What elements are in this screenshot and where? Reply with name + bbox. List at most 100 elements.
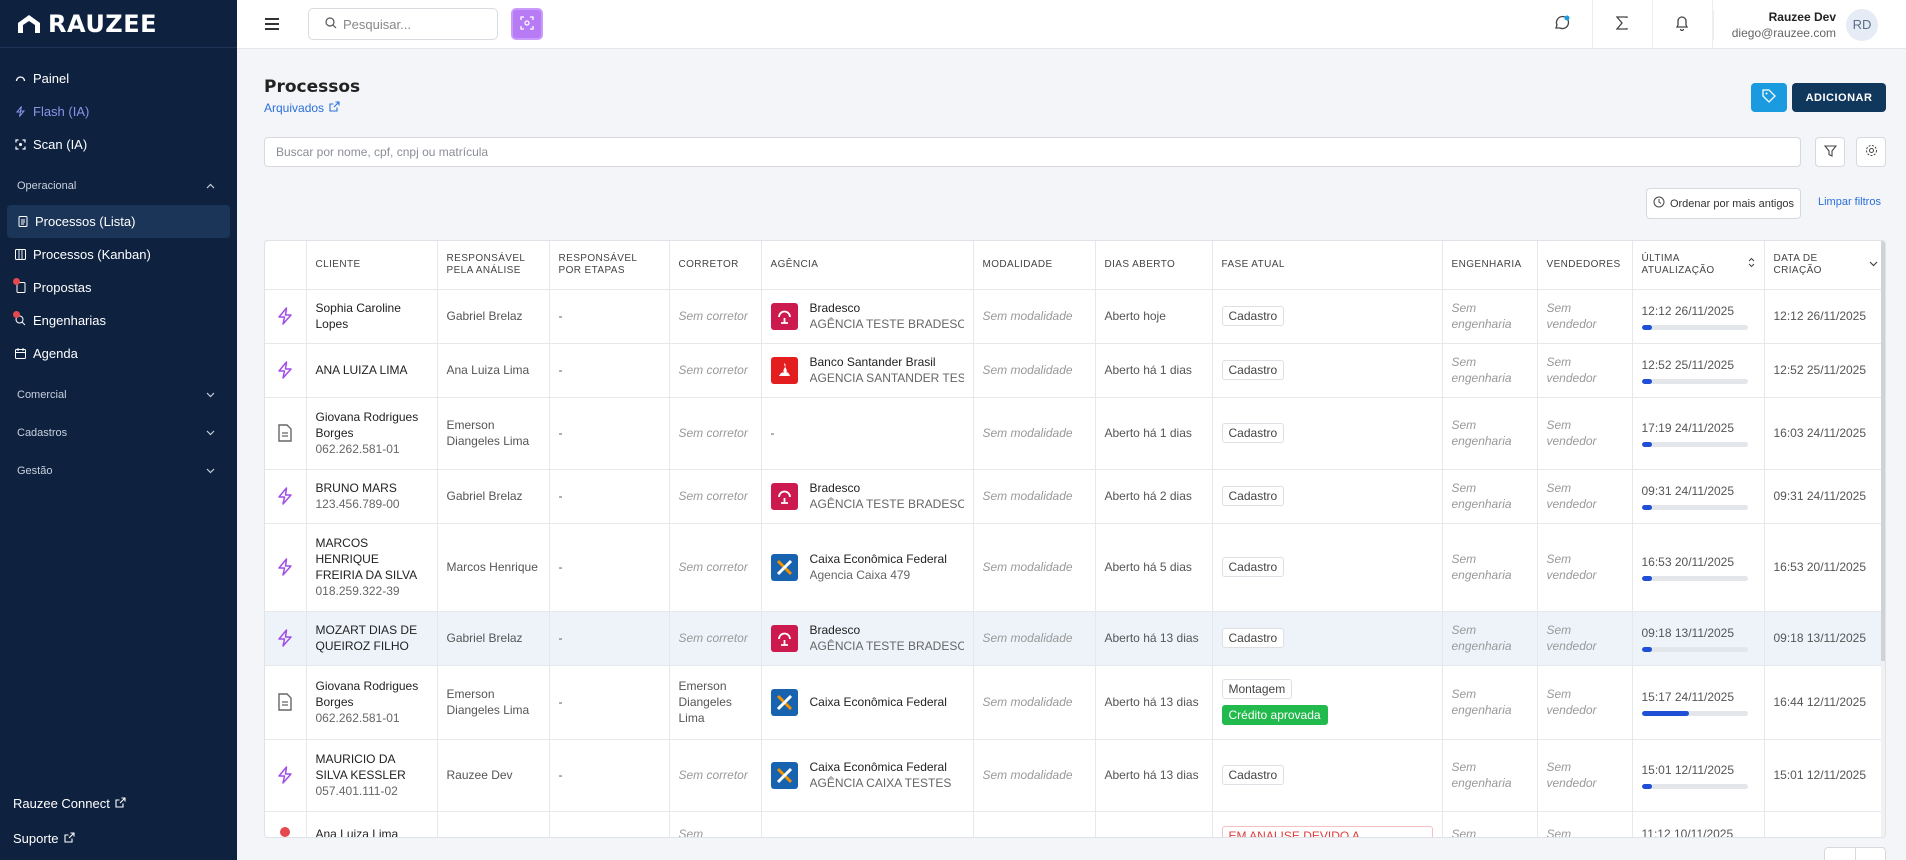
table-scrollbar[interactable] — [1881, 241, 1885, 837]
type-cell[interactable] — [265, 523, 307, 612]
criacao-cell: 16:53 20/11/2025 — [1764, 523, 1885, 612]
vendedor: Sem vendedor — [1546, 552, 1597, 582]
engenharia: Sem engenharia — [1451, 623, 1512, 653]
col-vendedores[interactable]: VENDEDORES — [1537, 241, 1633, 290]
client-cell[interactable]: MAURICIO DA SILVA KESSLER 057.401.111-02 — [306, 739, 438, 812]
col-corretor[interactable]: CORRETOR — [669, 241, 762, 290]
table-row[interactable]: Giovana Rodrigues Borges 062.262.581-01 Em… — [265, 397, 1885, 470]
sidebar-item-engenharias[interactable]: Engenharias — [0, 304, 237, 337]
table-row[interactable]: BRUNO MARS 123.456.789-00 Gabriel Brelaz - S… — [265, 469, 1885, 524]
filter-button[interactable] — [1815, 137, 1845, 167]
process-search-input[interactable]: Buscar por nome, cpf, cnpj ou matrícula — [264, 137, 1801, 167]
client-name: MOZART DIAS DE QUEIROZ FILHO — [315, 623, 418, 653]
modalidade-cell: Sem modalidade — [973, 739, 1096, 812]
client-cell[interactable]: MARCOS HENRIQUE FREIRIA DA SILVA 018.259.… — [306, 523, 438, 612]
suporte-link[interactable]: Suporte — [0, 821, 237, 856]
topbar: Pesquisar... Rauzee Dev diego@rauzee.com… — [237, 0, 1906, 49]
client-cell[interactable]: Giovana Rodrigues Borges 062.262.581-01 — [306, 397, 438, 470]
table-row[interactable]: Giovana Rodrigues Borges 062.262.581-01 Em… — [265, 665, 1885, 740]
col-criacao[interactable]: DATA DE CRIAÇÃO — [1764, 241, 1885, 290]
client-cell[interactable]: Sophia Caroline Lopes — [306, 289, 438, 344]
sidebar-item-processos-lista[interactable]: Processos (Lista) — [7, 205, 230, 238]
chat-button[interactable] — [1533, 0, 1593, 49]
type-cell[interactable] — [265, 665, 307, 740]
client-cell[interactable]: BRUNO MARS 123.456.789-00 — [306, 469, 438, 524]
brand-name: RAUZEE — [48, 9, 157, 38]
client-cell[interactable]: ANA LUIZA LIMA — [306, 343, 438, 398]
section-gestao[interactable]: Gestão — [0, 452, 237, 490]
col-fase[interactable]: FASE ATUAL — [1212, 241, 1443, 290]
col-cliente[interactable]: CLIENTE — [306, 241, 438, 290]
table-row[interactable]: Sophia Caroline Lopes Gabriel Brelaz - Sem … — [265, 289, 1885, 344]
client-cell[interactable]: MOZART DIAS DE QUEIROZ FILHO — [306, 611, 438, 666]
col-engenharia[interactable]: ENGENHARIA — [1442, 241, 1538, 290]
sum-button[interactable] — [1593, 0, 1653, 49]
dias-cell: Aberto hoje — [1095, 289, 1213, 344]
type-cell[interactable] — [265, 811, 307, 837]
pagination[interactable] — [1824, 847, 1886, 860]
vendedor-cell: Sem vendedor — [1537, 611, 1633, 666]
modalidade-cell: Sem modalidade — [973, 523, 1096, 612]
sidebar-item-painel[interactable]: Painel — [0, 62, 237, 95]
avatar[interactable]: RD — [1846, 8, 1878, 41]
settings-button[interactable] — [1856, 137, 1886, 167]
archived-link[interactable]: Arquivados — [264, 101, 340, 115]
vendedor: Sem vendedor — [1546, 623, 1597, 653]
add-button[interactable]: ADICIONAR — [1792, 83, 1886, 112]
col-dias[interactable]: DIAS ABERTO — [1095, 241, 1213, 290]
resp-etapas-cell: - — [549, 469, 670, 524]
table-row[interactable]: Ana Luiza Lima Sem EM ANALISE DEVIDO A RES… — [265, 811, 1885, 838]
type-cell[interactable] — [265, 289, 307, 344]
resp-etapas: - — [558, 768, 563, 782]
brand-logo[interactable]: RAUZEE — [0, 0, 237, 48]
caixa-logo-icon — [770, 761, 798, 789]
col-resp-analise[interactable]: RESPONSÁVEL PELA ANÁLISE — [437, 241, 550, 290]
sidebar-item-flash[interactable]: Flash (IA) — [0, 95, 237, 128]
section-operacional[interactable]: Operacional — [0, 167, 237, 205]
section-cadastros[interactable]: Cadastros — [0, 414, 237, 452]
table-row[interactable]: MAURICIO DA SILVA KESSLER 057.401.111-02 R… — [265, 739, 1885, 812]
col-ultima[interactable]: ÚLTIMA ATUALIZAÇÃO — [1632, 241, 1765, 290]
agency-name: Agencia Caixa 479 — [809, 568, 911, 582]
corretor: Sem — [678, 826, 704, 838]
col-modalidade[interactable]: MODALIDADE — [973, 241, 1096, 290]
type-cell[interactable] — [265, 611, 307, 666]
notifications-button[interactable] — [1653, 0, 1713, 49]
sort-button[interactable]: Ordenar por mais antigos — [1646, 188, 1801, 219]
update-progress-bar — [1641, 710, 1748, 716]
sidebar-item-processos-kanban[interactable]: Processos (Kanban) — [0, 238, 237, 271]
section-comercial[interactable]: Comercial — [0, 376, 237, 414]
menu-toggle-button[interactable] — [265, 14, 285, 34]
corretor-cell: Sem corretor — [669, 289, 762, 344]
tags-button[interactable] — [1751, 83, 1787, 112]
client-cell[interactable]: Ana Luiza Lima — [306, 811, 438, 837]
col-agencia[interactable]: AGÊNCIA — [761, 241, 974, 290]
sidebar-item-propostas[interactable]: Propostas — [0, 271, 237, 304]
client-document: 018.259.322-39 — [315, 584, 400, 598]
dias-aberto: Aberto há 1 dias — [1104, 363, 1192, 377]
table-row[interactable]: MARCOS HENRIQUE FREIRIA DA SILVA 018.259.… — [265, 523, 1885, 612]
type-cell[interactable] — [265, 739, 307, 812]
clear-filters-link[interactable]: Limpar filtros — [1818, 196, 1881, 208]
bradesco-logo-icon — [770, 624, 798, 652]
phase-badge: Cadastro — [1221, 306, 1285, 326]
global-search-input[interactable]: Pesquisar... — [308, 8, 498, 40]
type-cell[interactable] — [265, 397, 307, 470]
rauzee-connect-link[interactable]: Rauzee Connect — [0, 786, 237, 821]
type-cell[interactable] — [265, 469, 307, 524]
external-link-icon — [63, 831, 75, 846]
client-cell[interactable]: Giovana Rodrigues Borges 062.262.581-01 — [306, 665, 438, 740]
sidebar-item-agenda[interactable]: Agenda — [0, 337, 237, 370]
type-cell[interactable] — [265, 343, 307, 398]
agency-cell: Banco Santander Brasil AGENCIA SANTANDER … — [761, 343, 974, 398]
process-table: CLIENTE RESPONSÁVEL PELA ANÁLISE RESPONS… — [264, 240, 1886, 838]
user-menu[interactable]: Rauzee Dev diego@rauzee.com RD — [1712, 8, 1906, 41]
ultima-cell: 12:12 26/11/2025 — [1632, 289, 1765, 344]
col-resp-etapas[interactable]: RESPONSÁVEL POR ETAPAS — [549, 241, 670, 290]
scan-button[interactable] — [511, 8, 543, 40]
table-row[interactable]: ANA LUIZA LIMA Ana Luiza Lima - Sem correto… — [265, 343, 1885, 398]
agency-cell: Bradesco AGÊNCIA TESTE BRADESCO — [761, 469, 974, 524]
table-row[interactable]: MOZART DIAS DE QUEIROZ FILHO Gabriel Brel… — [265, 611, 1885, 666]
update-progress-fill — [1641, 710, 1690, 716]
sidebar-item-scan[interactable]: Scan (IA) — [0, 128, 237, 161]
